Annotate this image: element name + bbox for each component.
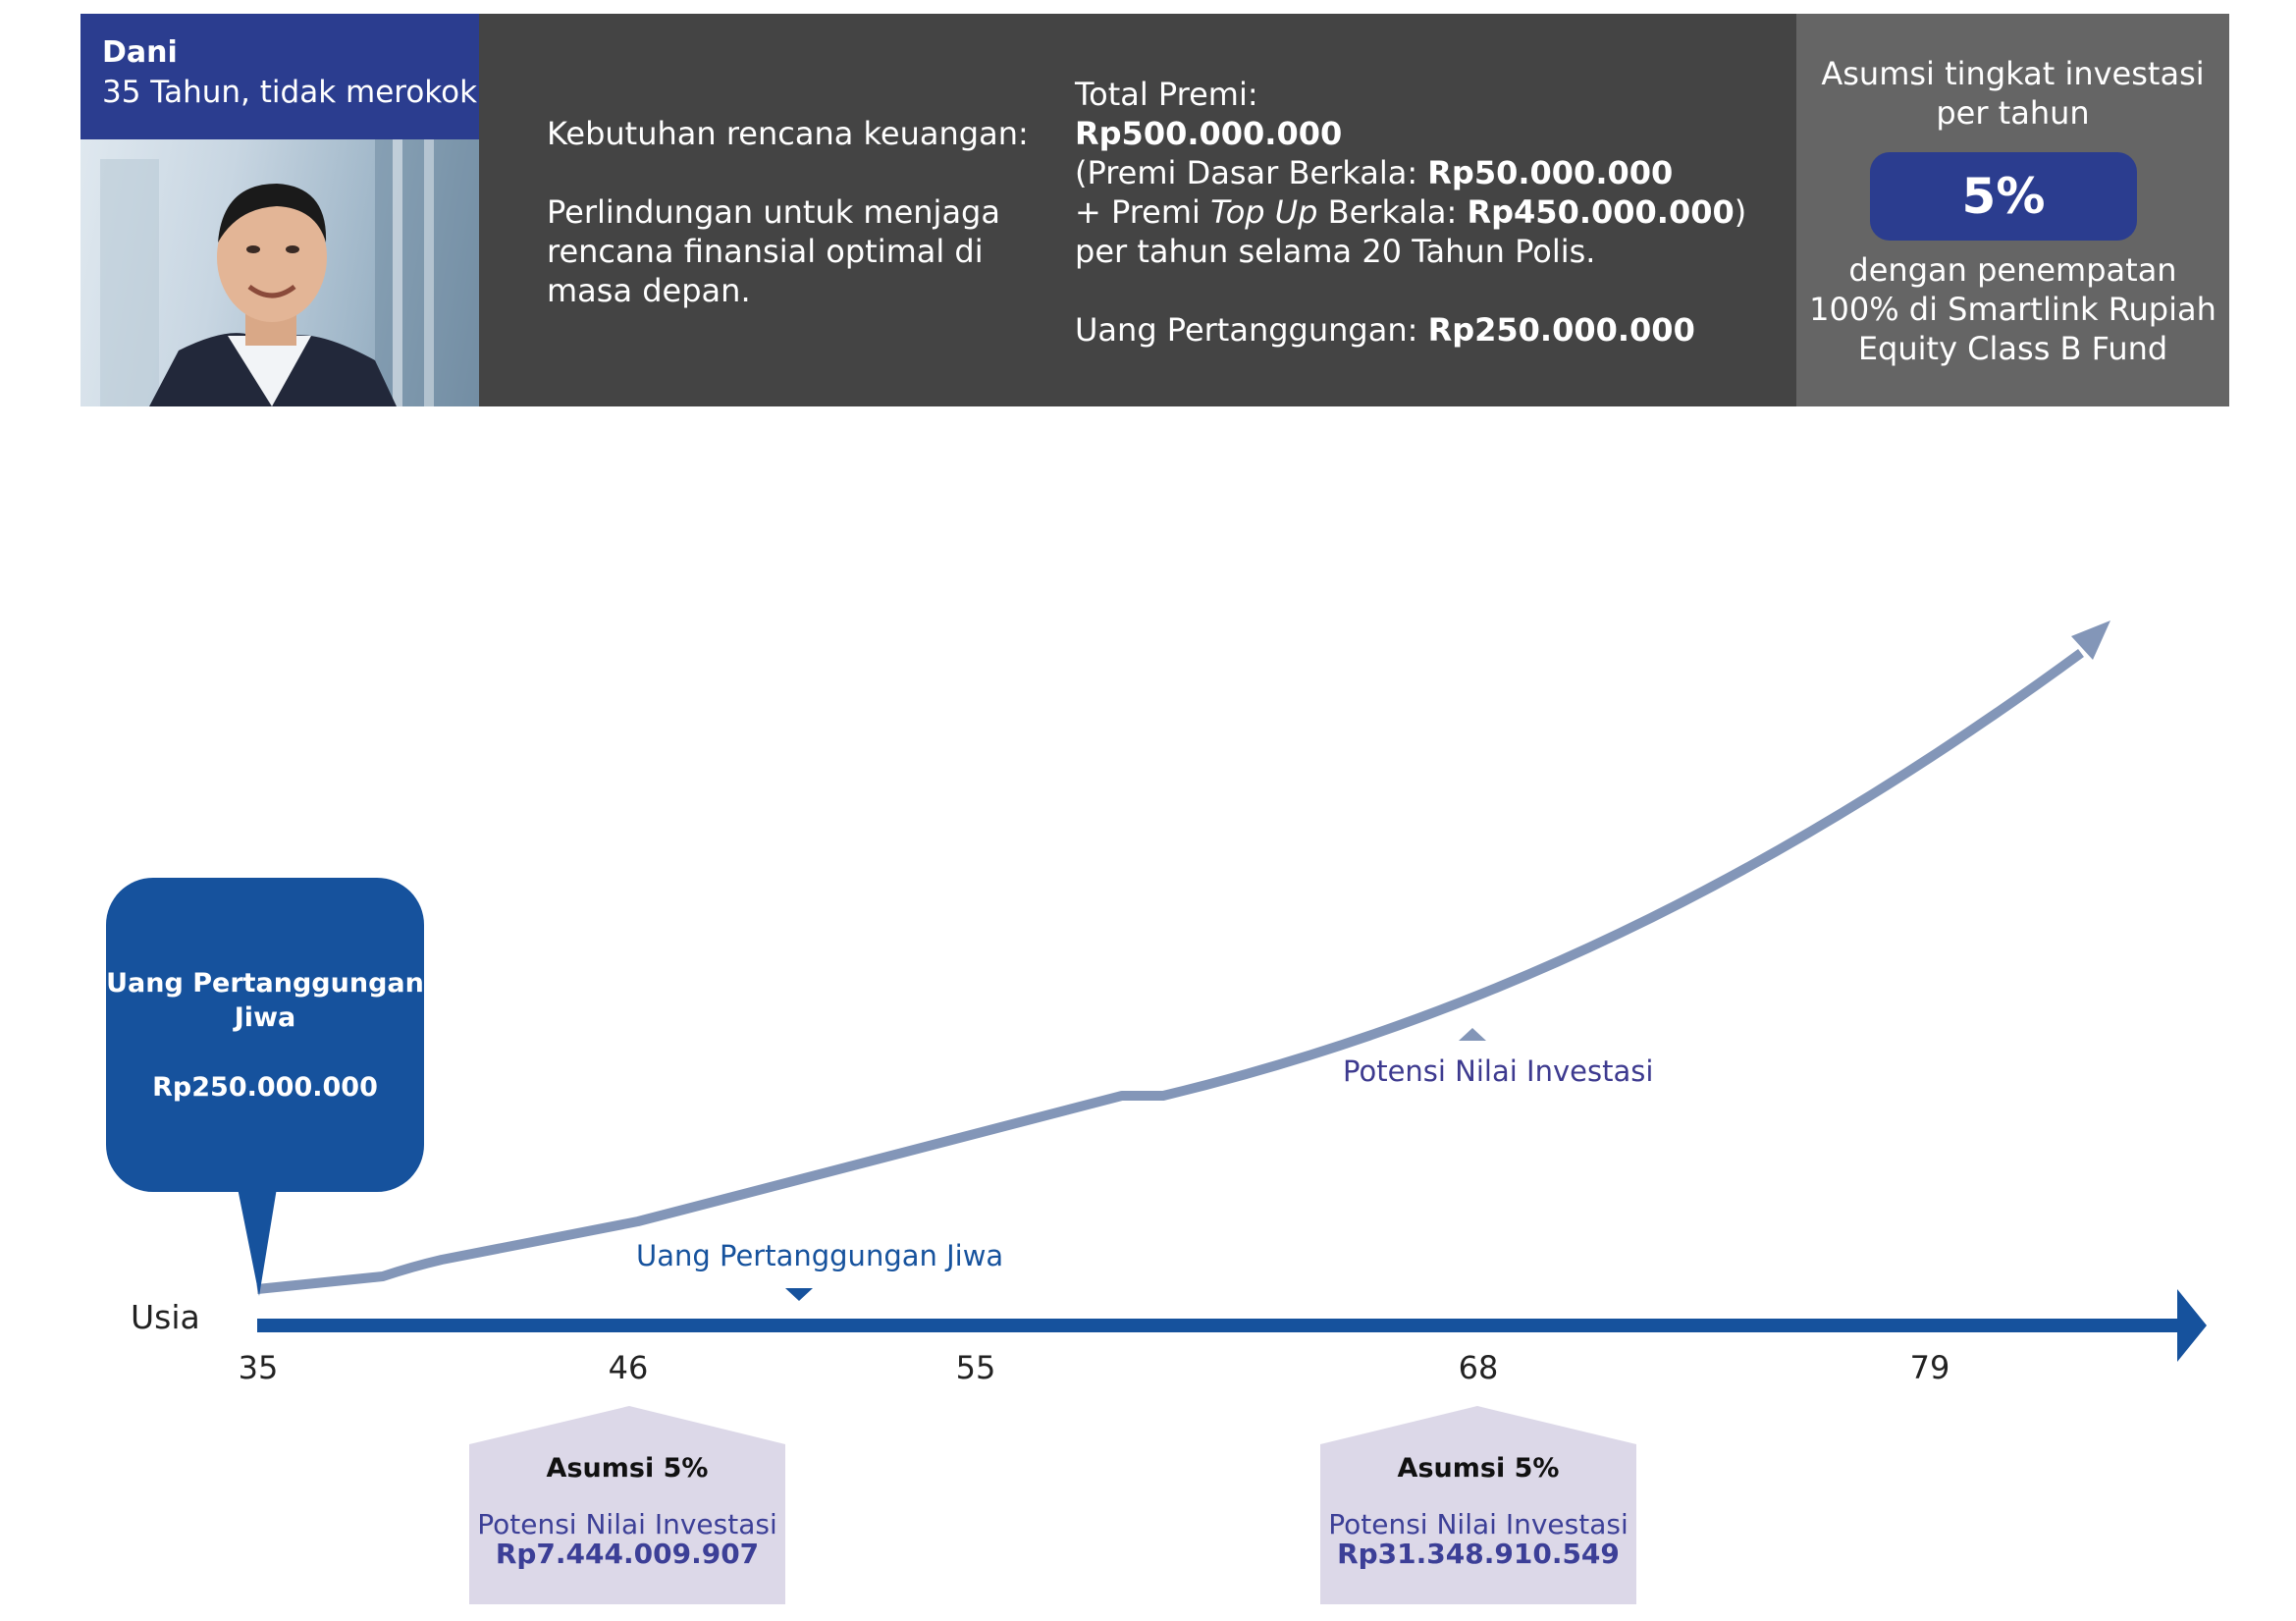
annotation-label-68: Potensi Nilai Investasi (1328, 1508, 1629, 1540)
age-tick-68: 68 (1458, 1349, 1499, 1386)
sum-assured-series-label: Uang Pertanggungan Jiwa (636, 1239, 1004, 1272)
annotation-box-46: Asumsi 5% Potensi Nilai Investasi Rp7.44… (469, 1406, 785, 1583)
info-panel: Kebutuhan rencana keuangan: Perlindungan… (479, 14, 1796, 406)
age-tick-46: 46 (608, 1349, 649, 1386)
person-illustration (100, 139, 479, 406)
investment-curve-arrowhead (2071, 621, 2110, 660)
annotation-box-68: Asumsi 5% Potensi Nilai Investasi Rp31.3… (1320, 1406, 1636, 1583)
needs-line-2: rencana finansial optimal di (547, 233, 984, 270)
needs-title: Kebutuhan rencana keuangan: (547, 115, 1029, 152)
topup-mid: Berkala: (1317, 193, 1468, 231)
topup-premium-value: Rp450.000.000 (1467, 193, 1735, 231)
annotation-text-46: Potensi Nilai Investasi Rp7.444.009.907 (469, 1510, 785, 1569)
age-axis-arrowhead (2177, 1289, 2207, 1362)
needs-line-3: masa depan. (547, 272, 751, 309)
base-premium-label: (Premi Dasar Berkala: (1075, 154, 1428, 191)
annotation-title-46: Asumsi 5% (546, 1453, 709, 1484)
investment-marker (1459, 1028, 1486, 1041)
investment-desc-line-2: 100% di Smartlink Rupiah (1809, 291, 2216, 328)
profile-box: Dani 35 Tahun, tidak merokok (80, 14, 479, 139)
age-axis-line (257, 1319, 2181, 1332)
profile-name: Dani (102, 35, 178, 70)
investment-desc-line-1: dengan penempatan (1848, 251, 2177, 289)
callout-value: Rp250.000.000 (152, 1072, 378, 1103)
annotation-value-46: Rp7.444.009.907 (495, 1538, 760, 1570)
investment-desc-line-3: Equity Class B Fund (1857, 330, 2168, 367)
callout-tail (238, 1188, 277, 1296)
annotation-text-68: Potensi Nilai Investasi Rp31.348.910.549 (1320, 1510, 1636, 1569)
age-axis-label: Usia (131, 1298, 200, 1336)
topup-premium-line: + Premi Top Up Berkala: Rp450.000.000) (1075, 192, 1746, 232)
callout-title-line-1: Uang Pertanggungan (106, 968, 424, 999)
base-premium-value: Rp50.000.000 (1427, 154, 1674, 191)
sum-assured-line: Uang Pertanggungan: Rp250.000.000 (1075, 310, 1695, 350)
investment-title-line-2: per tahun (1936, 94, 2090, 132)
profile-photo (80, 139, 479, 406)
annotation-label-46: Potensi Nilai Investasi (477, 1508, 777, 1540)
premium-period: per tahun selama 20 Tahun Polis. (1075, 233, 1596, 270)
profile-description: 35 Tahun, tidak merokok (102, 75, 478, 110)
sum-assured-marker (785, 1288, 813, 1301)
topup-prefix: + Premi (1075, 193, 1211, 231)
annotation-box-shape-46 (469, 1406, 785, 1604)
needs-line-1: Perlindungan untuk menjaga (547, 193, 1000, 231)
investment-panel: Asumsi tingkat investasi per tahun 5% de… (1796, 14, 2229, 406)
investment-curve (256, 648, 2084, 1294)
investment-series-label: Potensi Nilai Investasi (1343, 1054, 1654, 1088)
annotation-box-shape-68 (1320, 1406, 1636, 1604)
topup-suffix: ) (1734, 193, 1747, 231)
sum-assured-label: Uang Pertanggungan: (1075, 311, 1428, 349)
sum-assured-value: Rp250.000.000 (1427, 311, 1695, 349)
total-premium-label: Total Premi: (1075, 76, 1258, 113)
investment-rate-badge: 5% (1870, 152, 2137, 241)
age-tick-35: 35 (238, 1349, 279, 1386)
callout-title-line-2: Jiwa (234, 1002, 296, 1033)
sum-assured-callout: Uang Pertanggungan Jiwa Rp250.000.000 (106, 878, 424, 1192)
annotation-title-68: Asumsi 5% (1397, 1453, 1560, 1484)
topup-italic: Top Up (1210, 193, 1318, 231)
investment-title-line-1: Asumsi tingkat investasi (1821, 55, 2205, 92)
age-tick-55: 55 (955, 1349, 996, 1386)
age-tick-79: 79 (1909, 1349, 1950, 1386)
annotation-value-68: Rp31.348.910.549 (1337, 1538, 1620, 1570)
total-premium-value: Rp500.000.000 (1075, 115, 1343, 152)
base-premium-line: (Premi Dasar Berkala: Rp50.000.000 (1075, 153, 1673, 192)
